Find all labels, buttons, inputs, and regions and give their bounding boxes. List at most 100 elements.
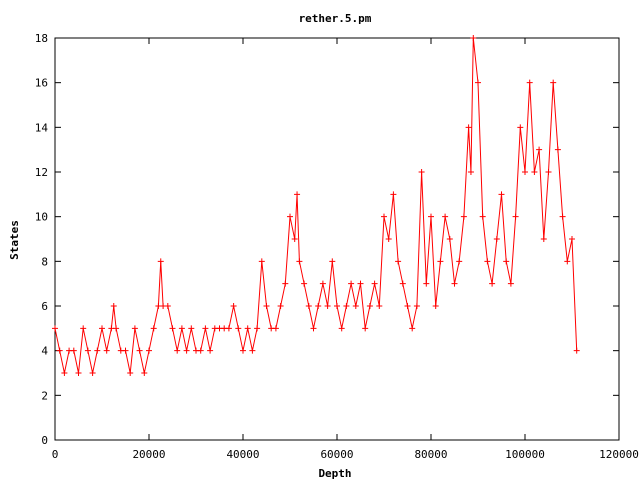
data-point-marker — [197, 347, 204, 354]
data-point-marker — [503, 258, 510, 265]
data-point-marker — [287, 213, 293, 220]
data-point-marker — [376, 303, 383, 309]
data-point-marker — [136, 347, 143, 354]
data-point-marker — [348, 280, 355, 287]
data-point-marker — [94, 347, 101, 354]
data-point-marker — [498, 191, 505, 198]
plot-frame — [54, 37, 620, 441]
x-tick-label: 20000 — [132, 448, 165, 461]
y-tick-label: 2 — [41, 389, 48, 402]
data-point-marker — [357, 280, 364, 287]
data-point-marker — [395, 258, 402, 265]
y-tick-label: 6 — [41, 300, 48, 313]
data-point-marker — [52, 325, 58, 332]
data-point-marker — [294, 191, 301, 198]
y-tick-label: 18 — [35, 32, 48, 45]
data-point-marker — [545, 169, 552, 175]
data-point-marker — [207, 347, 214, 354]
data-point-marker — [432, 303, 439, 309]
data-point-marker — [522, 169, 528, 175]
data-point-marker — [442, 213, 449, 220]
data-point-marker — [362, 325, 369, 332]
data-point-marker — [418, 169, 425, 175]
data-point-marker — [146, 347, 152, 354]
data-point-marker — [493, 236, 500, 242]
data-point-marker — [110, 303, 117, 309]
data-point-marker — [371, 280, 378, 287]
x-tick-label: 0 — [52, 448, 59, 461]
data-point-marker — [99, 325, 105, 332]
data-point-marker — [390, 191, 397, 198]
series-line — [54, 37, 578, 374]
data-point-marker — [526, 79, 533, 86]
data-point-marker — [460, 213, 467, 220]
data-point-marker — [550, 79, 557, 86]
data-point-marker — [573, 347, 580, 354]
y-tick-label: 14 — [35, 121, 49, 134]
y-tick-label: 4 — [41, 345, 48, 358]
x-axis-ticks: 0 20000 40000 60000 80000 100000 120000 — [52, 38, 639, 461]
data-point-marker — [451, 280, 458, 287]
x-tick-label: 120000 — [599, 448, 639, 461]
data-point-marker — [470, 35, 477, 41]
data-point-marker — [343, 303, 350, 309]
data-point-marker — [536, 146, 543, 153]
data-point-marker — [404, 303, 411, 309]
y-axis-ticks: 0 2 4 6 8 10 12 14 16 18 — [35, 32, 619, 447]
data-point-marker — [164, 303, 171, 309]
data-point-marker — [338, 325, 345, 332]
data-point-marker — [479, 213, 486, 220]
data-point-marker — [301, 280, 308, 287]
data-point-marker — [254, 325, 261, 332]
data-point-marker — [324, 303, 331, 309]
x-tick-label: 40000 — [226, 448, 259, 461]
chart-title: rether.5.pm — [299, 12, 372, 25]
data-point-marker — [334, 303, 340, 309]
x-axis-label: Depth — [318, 467, 351, 480]
data-point-marker — [240, 347, 246, 354]
data-point-marker — [507, 280, 514, 287]
data-point-marker — [385, 236, 392, 242]
data-point-marker — [249, 347, 256, 354]
data-point-marker — [141, 370, 148, 376]
data-point-marker — [150, 325, 157, 332]
y-tick-label: 16 — [35, 77, 48, 90]
data-point-marker — [531, 169, 538, 175]
data-point-marker — [512, 213, 519, 220]
data-point-marker — [310, 325, 317, 332]
data-point-marker — [305, 303, 312, 309]
data-point-marker — [61, 370, 68, 376]
data-point-marker — [315, 303, 322, 309]
data-point-marker — [225, 325, 232, 332]
y-tick-label: 12 — [35, 166, 48, 179]
data-point-marker — [188, 325, 195, 332]
data-point-marker — [409, 325, 416, 332]
data-point-marker — [517, 124, 524, 131]
data-point-marker — [329, 258, 336, 265]
data-point-marker — [467, 169, 474, 175]
data-point-marker — [183, 347, 190, 354]
x-tick-label: 60000 — [320, 448, 353, 461]
data-point-marker — [169, 325, 176, 332]
data-point-marker — [263, 303, 270, 309]
data-point-marker — [446, 236, 453, 242]
data-point-marker — [258, 258, 265, 265]
data-point-marker — [428, 213, 434, 220]
data-point-marker — [113, 325, 120, 332]
y-axis-label: States — [8, 220, 21, 260]
data-point-marker — [559, 213, 566, 220]
data-point-marker — [178, 325, 185, 332]
data-point-marker — [56, 347, 63, 354]
y-tick-label: 8 — [41, 255, 48, 268]
data-point-marker — [277, 303, 284, 309]
series-layer — [52, 35, 580, 376]
data-point-marker — [202, 325, 209, 332]
data-point-marker — [291, 236, 298, 242]
data-point-marker — [70, 347, 77, 354]
data-point-marker — [399, 280, 406, 287]
data-point-marker — [381, 213, 387, 220]
data-point-marker — [244, 325, 251, 332]
data-point-marker — [122, 347, 129, 354]
data-point-marker — [554, 146, 561, 153]
